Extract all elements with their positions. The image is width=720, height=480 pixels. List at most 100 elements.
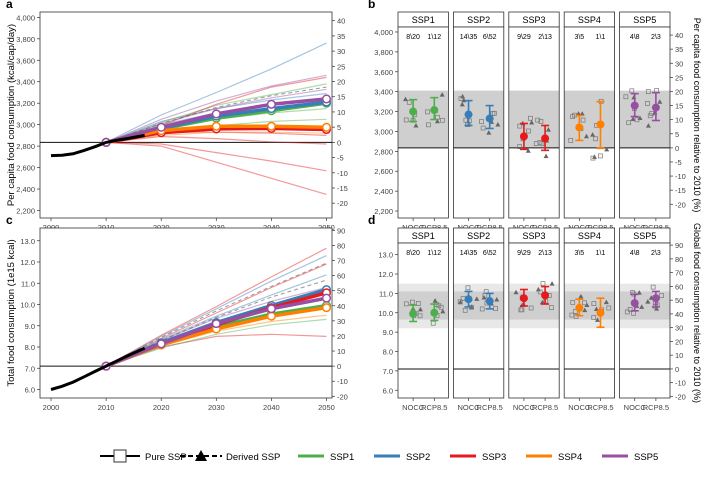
facet-ssp1: SSP1 8\20 NOCC 1\12 RCP8.5	[397, 11, 449, 232]
pure-scenario-marker	[403, 117, 409, 123]
scenario-line	[105, 247, 327, 367]
x-tick-label: 2030	[208, 403, 225, 412]
right-tick-label: -20	[675, 200, 686, 209]
facet-frame	[397, 242, 449, 399]
right-tick-label: 10	[337, 108, 345, 117]
pure-scenario-marker	[591, 315, 597, 320]
x-tick-label: 2050	[318, 403, 335, 412]
count-label: 9\29	[517, 34, 531, 41]
pure-scenario-marker	[528, 305, 534, 311]
legend-label: SSP2	[406, 452, 430, 463]
x-category-label: NOCC	[568, 223, 591, 232]
pure-scenario-marker	[438, 304, 444, 310]
y-tick-label: 7.0	[383, 367, 393, 376]
legend-label: SSP1	[330, 452, 354, 463]
y-tick-label: 4,000	[16, 13, 35, 22]
y-tick-label: 4,000	[374, 28, 393, 37]
right-tick-label: 40	[675, 310, 683, 319]
right-tick-label: 15	[337, 93, 345, 102]
scenario-line	[105, 83, 327, 143]
derived-scenario-marker	[457, 299, 463, 305]
pure-scenario-marker	[537, 289, 543, 295]
panel-letter: c	[6, 213, 13, 227]
pure-scenario-marker	[629, 88, 635, 94]
x-tick-label: 2050	[318, 223, 335, 232]
right-tick-label: 0	[675, 144, 679, 153]
derived-scenario-marker	[495, 122, 501, 127]
legend-label: SSP4	[558, 452, 582, 463]
right-tick-label: 0	[337, 138, 341, 147]
pure-scenario-marker	[425, 109, 430, 115]
right-tick-label: -10	[337, 377, 348, 386]
x-tick-label: 2000	[43, 403, 60, 412]
facet-ssp5: SSP5 4\8 NOCC 2\3 RCP8.5	[619, 227, 671, 412]
pure-scenario-marker	[533, 141, 539, 146]
panel-letter: d	[368, 213, 375, 227]
count-label: 8\20	[406, 34, 420, 41]
pure-scenario-marker	[549, 305, 554, 310]
derived-scenario-marker	[439, 92, 445, 97]
mean-series-point	[321, 293, 332, 303]
y-tick-label: 2,400	[374, 187, 393, 196]
panel-a: a 2,200 2,400 2,600 2,800 3,000 3,200 3,400 3,60…	[6, 0, 348, 232]
right-tick-label: 35	[337, 32, 345, 41]
count-label: 3\5	[574, 250, 584, 257]
mean-series-point	[266, 311, 276, 321]
right-tick-label: 40	[675, 31, 683, 40]
facet-title: SSP4	[578, 231, 601, 241]
pure-scenario-marker	[606, 305, 612, 311]
mean-point	[464, 295, 473, 304]
derived-scenario-marker	[657, 99, 663, 104]
count-label: 1\1	[596, 34, 606, 41]
pure-scenario-marker	[528, 115, 533, 121]
mean-series-point	[321, 303, 332, 313]
derived-scenario-marker	[630, 116, 636, 122]
derived-scenario-marker	[513, 289, 519, 295]
pure-scenario-marker	[623, 94, 629, 100]
pure-scenario-marker	[519, 307, 525, 313]
pure-scenario-marker	[467, 118, 472, 124]
pure-scenario-marker	[591, 301, 597, 306]
y-tick-label: 2,400	[16, 185, 35, 194]
x-category-label: RCP8.5	[421, 403, 447, 412]
right-tick-label: 10	[337, 347, 345, 356]
scenario-line	[105, 74, 327, 143]
pure-scenario-marker	[517, 144, 523, 149]
scenario-line	[106, 141, 327, 172]
facet-ssp2: SSP2 14\35 NOCC 6\52 RCP8.5	[452, 227, 505, 412]
x-category-label: RCP8.5	[532, 403, 558, 412]
pure-scenario-marker	[526, 128, 531, 134]
facet-title: SSP4	[578, 15, 601, 25]
derived-scenario-marker	[604, 146, 610, 152]
facet-frame	[563, 242, 616, 399]
right-tick-label: 80	[675, 255, 683, 264]
x-tick-label: 2040	[263, 223, 280, 232]
x-tick-label: 2010	[98, 223, 115, 232]
mean-series-point	[211, 109, 221, 119]
right-tick-label: 35	[675, 45, 683, 54]
pure-scenario-marker	[645, 101, 650, 106]
y-tick-label: 3,800	[374, 48, 393, 57]
pure-scenario-marker	[593, 136, 598, 142]
legend-label: SSP3	[482, 452, 506, 463]
mean-series-point	[266, 121, 276, 131]
right-tick-label: 15	[675, 102, 683, 111]
x-category-label: NOCC	[402, 403, 425, 412]
y-tick-label: 8.0	[25, 343, 35, 352]
pure-scenario-marker	[659, 293, 664, 298]
facet-ssp4: SSP4 3\5 NOCC 1\1 RCP8.5	[563, 227, 616, 412]
right-tick-label: 70	[337, 257, 345, 266]
mean-series-point	[211, 319, 221, 329]
right-tick-label: -10	[675, 379, 686, 388]
y-tick-label: 2,200	[374, 207, 393, 216]
facet-ssp1: SSP1 8\20 NOCC 1\12 RCP8.5	[397, 227, 449, 412]
pure-scenario-marker	[572, 309, 578, 314]
derived-scenario-marker	[525, 148, 531, 153]
derived-scenario-marker	[549, 281, 555, 286]
facet-frame	[508, 242, 560, 399]
right-axis-label: Global food consumption relative to 2010…	[692, 223, 702, 403]
right-tick-label: 70	[675, 269, 683, 278]
count-label: 4\8	[630, 34, 640, 41]
right-tick-label: 5	[337, 123, 341, 132]
facet-ssp3: SSP3 9\29 NOCC 2\13 RCP8.5	[508, 11, 560, 232]
